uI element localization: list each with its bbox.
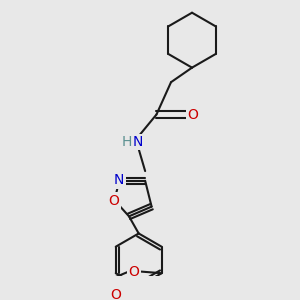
Text: N: N: [114, 173, 124, 187]
Text: O: O: [187, 107, 198, 122]
Text: O: O: [110, 287, 121, 300]
Text: N: N: [133, 135, 143, 149]
Text: H: H: [121, 135, 132, 149]
Text: O: O: [129, 265, 140, 279]
Text: O: O: [109, 194, 120, 208]
Text: HN: HN: [122, 135, 142, 149]
